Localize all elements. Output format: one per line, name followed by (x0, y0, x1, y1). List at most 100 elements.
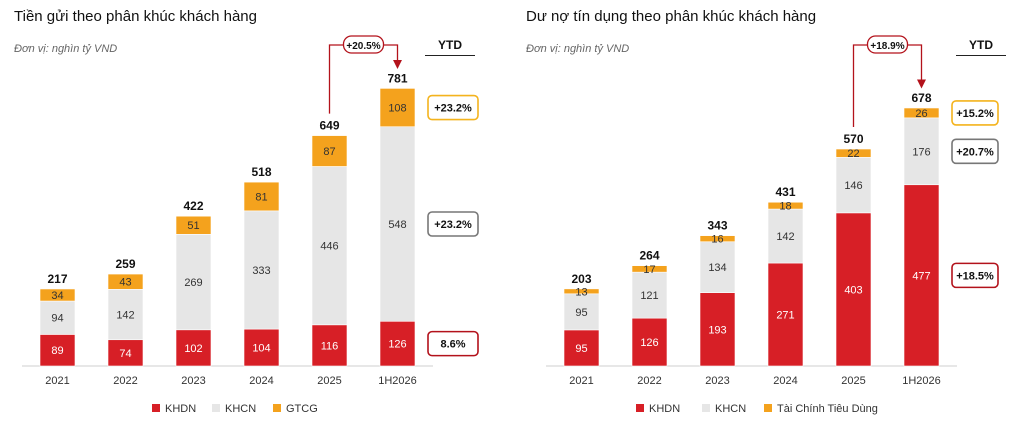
ytd-header: YTD (425, 38, 475, 56)
x-tick-label: 2025 (841, 375, 865, 387)
bar-segment-tài-chính-tiêu-dùng (767, 201, 804, 210)
total-label: 203 (571, 272, 591, 286)
ytd-label: +20.7% (956, 146, 994, 158)
bar-segment-gtcg (243, 181, 280, 212)
x-tick-label: 2021 (569, 375, 593, 387)
bar-segment-gtcg (175, 215, 212, 235)
data-label: 269 (184, 277, 202, 289)
data-label: 333 (252, 265, 270, 277)
bar-segment-gtcg (107, 273, 144, 290)
legend-swatch (273, 404, 281, 412)
data-label: 34 (51, 290, 63, 302)
x-tick-label: 2021 (45, 375, 69, 387)
x-tick-label: 2025 (317, 375, 341, 387)
bar-segment-khdn (563, 329, 600, 367)
total-label: 264 (639, 249, 659, 263)
x-tick-label: 2022 (637, 375, 661, 387)
data-label: 134 (708, 262, 726, 274)
bar-segment-khcn (379, 126, 416, 322)
data-label: 142 (116, 310, 134, 322)
legend-swatch (212, 404, 220, 412)
data-label: 271 (776, 310, 794, 322)
data-label: 477 (912, 270, 930, 282)
unit-label: Đơn vị: nghìn tỷ VND (14, 43, 118, 55)
legend-label: GTCG (286, 403, 318, 415)
ytd-box (951, 262, 999, 289)
x-tick-label: 2024 (773, 375, 797, 387)
deposits-panel: Tiền gửi theo phân khúc khách hàng Đơn v… (14, 8, 479, 415)
data-label: 176 (912, 146, 930, 158)
data-label: 446 (320, 241, 338, 253)
x-tick-label: 2022 (113, 375, 137, 387)
x-tick-label: 2023 (181, 375, 205, 387)
ytd-box (427, 330, 479, 357)
ytd-box (427, 211, 479, 237)
data-label: 94 (51, 313, 63, 325)
bar-segment-gtcg (379, 88, 416, 128)
bar-segment-tài-chính-tiêu-dùng (699, 235, 736, 243)
total-label: 570 (843, 132, 863, 146)
growth-badge (866, 35, 909, 54)
data-label: 146 (844, 180, 862, 192)
data-label: 403 (844, 284, 862, 296)
total-label: 781 (387, 71, 407, 85)
legend-swatch (764, 404, 772, 412)
ytd-header: YTD (956, 38, 1006, 56)
ytd-box (427, 94, 479, 121)
bar-segment-khcn (243, 210, 280, 330)
data-label: 95 (575, 307, 587, 319)
bar-segment-khdn (835, 212, 872, 367)
data-label: 74 (119, 348, 131, 360)
ytd-label: 8.6% (440, 339, 465, 351)
bar-segment-khdn (903, 184, 940, 367)
data-label: 548 (388, 219, 406, 231)
credit-panel: Dư nợ tín dụng theo phân khúc khách hàng… (512, 0, 1024, 442)
bar-segment-khcn (563, 293, 600, 331)
bar-segment-gtcg (311, 135, 348, 167)
legend-swatch (152, 404, 160, 412)
x-tick-label: 2024 (249, 375, 273, 387)
data-label: 16 (711, 234, 723, 246)
total-label: 217 (47, 272, 67, 286)
data-label: 51 (187, 220, 199, 232)
data-label: 17 (643, 264, 655, 276)
data-label: 108 (388, 103, 406, 115)
legend-label: Tài Chính Tiêu Dùng (777, 403, 878, 415)
bar-segment-khcn (767, 208, 804, 264)
data-label: 104 (252, 343, 270, 355)
total-label: 678 (911, 91, 931, 105)
bar-segment-khcn (903, 117, 940, 186)
legend-label: KHDN (649, 403, 680, 415)
growth-badge (342, 35, 385, 54)
ytd-label: +23.2% (434, 219, 472, 231)
total-label: 431 (775, 185, 795, 199)
bar-segment-khdn (699, 292, 736, 367)
total-label: 518 (251, 165, 271, 179)
bar-segment-khcn (631, 271, 668, 319)
legend-label: KHDN (165, 403, 196, 415)
bar-segment-khdn (311, 324, 348, 367)
legend-label: KHCN (225, 403, 256, 415)
data-label: 43 (119, 277, 131, 289)
chart-title: Tiền gửi theo phân khúc khách hàng (14, 8, 257, 25)
ytd-label: +15.2% (956, 108, 994, 120)
data-label: 193 (708, 324, 726, 336)
data-label: 13 (575, 286, 587, 298)
deposits-chart: 89 94 34 217 2021 74 142 43 259 2022 102 269 51 422 20… (22, 35, 479, 415)
data-label: 95 (575, 343, 587, 355)
total-label: 422 (183, 199, 203, 213)
bar-segment-tài-chính-tiêu-dùng (563, 288, 600, 295)
x-tick-label: 2023 (705, 375, 729, 387)
bar-segment-tài-chính-tiêu-dùng (903, 107, 940, 119)
data-label: 121 (640, 290, 658, 302)
data-label: 87 (323, 146, 335, 158)
data-label: 26 (915, 108, 927, 120)
legend-label: KHCN (715, 403, 746, 415)
chart-title: Dư nợ tín dụng theo phân khúc khách hàng (526, 8, 817, 25)
data-label: 18 (779, 201, 791, 213)
ytd-label: +23.2% (434, 103, 472, 115)
data-label: 22 (847, 148, 859, 160)
bar-segment-khcn (311, 166, 348, 326)
data-label: 102 (184, 343, 202, 355)
